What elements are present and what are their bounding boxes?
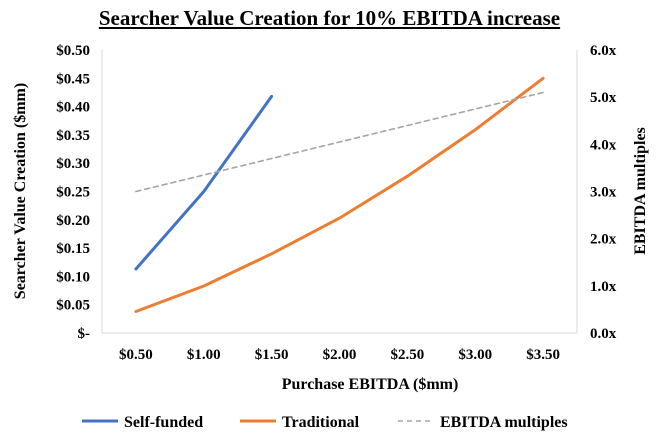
y2-axis-ticks: 0.0x 1.0x 2.0x 3.0x 4.0x 5.0x 6.0x <box>590 43 617 342</box>
series-line-ebitda-multiples <box>135 91 544 193</box>
y-tick-label: $0.30 <box>56 156 90 172</box>
y-axis-ticks: $- $0.05 $0.10 $0.15 $0.20 $0.25 $0.30 $0.35 $0.… <box>56 43 90 342</box>
y2-tick-label: 4.0x <box>590 137 617 153</box>
y2-tick-label: 6.0x <box>590 43 617 59</box>
y2-axis-title: EBITDA multiples <box>632 127 649 255</box>
legend-label-self-funded: Self-funded <box>124 414 203 431</box>
series-line-self-funded <box>134 94 274 271</box>
y-tick-label: $0.05 <box>56 298 90 314</box>
x-axis-ticks: $0.50 $1.00 $1.50 $2.00 $2.50 $3.00 $3.50 <box>119 347 560 363</box>
series-line-traditional <box>134 76 545 313</box>
y-tick-label: $0.35 <box>56 128 90 144</box>
x-tick-label: $2.50 <box>390 347 424 363</box>
y-tick-label: $0.15 <box>56 241 90 257</box>
x-axis-title: Purchase EBITDA ($mm) <box>282 376 459 393</box>
series-layer <box>134 76 545 313</box>
y2-tick-label: 0.0x <box>590 326 617 342</box>
x-tick-label: $0.50 <box>119 347 153 363</box>
legend: Self-funded Traditional EBITDA multiples <box>82 414 568 431</box>
y2-tick-label: 3.0x <box>590 185 617 201</box>
legend-label-traditional: Traditional <box>282 414 360 431</box>
y2-tick-label: 5.0x <box>590 90 617 106</box>
x-tick-label: $3.00 <box>458 347 492 363</box>
legend-label-ebitda-multiples: EBITDA multiples <box>440 414 568 431</box>
y2-tick-label: 2.0x <box>590 232 617 248</box>
y-tick-label: $0.25 <box>56 185 90 201</box>
x-tick-label: $3.50 <box>526 347 560 363</box>
x-tick-label: $1.50 <box>255 347 289 363</box>
y-tick-label: $0.20 <box>56 213 90 229</box>
y-tick-label: $0.10 <box>56 269 90 285</box>
y2-tick-label: 1.0x <box>590 279 617 295</box>
y-tick-label: $0.50 <box>56 43 90 59</box>
y-axis-title: Searcher Value Creation ($mm) <box>12 83 29 299</box>
chart-title: Searcher Value Creation for 10% EBITDA i… <box>98 6 561 30</box>
y-tick-label: $0.40 <box>56 100 90 116</box>
y-tick-label: $- <box>78 326 91 342</box>
x-tick-label: $1.00 <box>187 347 221 363</box>
x-tick-label: $2.00 <box>323 347 357 363</box>
y-tick-label: $0.45 <box>56 71 90 87</box>
